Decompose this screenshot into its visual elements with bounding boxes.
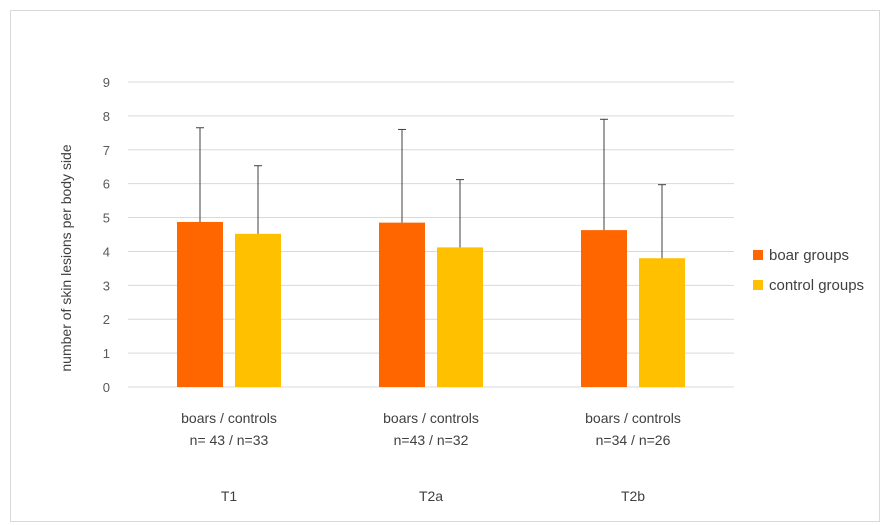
category-group-label: T1: [221, 488, 238, 504]
legend-label-boar-groups: boar groups: [769, 247, 849, 264]
bar-control-groups-2: [639, 258, 685, 387]
y-tick-label: 4: [103, 244, 110, 259]
y-tick-label: 5: [103, 211, 110, 226]
category-group-label: T2b: [621, 488, 645, 504]
axis-labels: 0 1 2 3 4 5 6 7 8 9 boars / controls n= 43 / n=33 T1…: [103, 75, 681, 504]
y-tick-label: 8: [103, 109, 110, 124]
category-label-line1: boars / controls: [181, 410, 277, 426]
legend-swatch-control-groups: [753, 280, 763, 290]
category-label-line2: n= 43 / n=33: [190, 432, 269, 448]
legend-swatch-boar-groups: [753, 250, 763, 260]
y-tick-label: 3: [103, 278, 110, 293]
bar-boar-groups-0: [177, 221, 223, 387]
legend-label-control-groups: control groups: [769, 277, 864, 294]
bar-boar-groups-1: [379, 222, 425, 387]
y-tick-label: 6: [103, 177, 110, 192]
category-label-line1: boars / controls: [383, 410, 479, 426]
y-axis-title: number of skin lesions per body side: [58, 144, 74, 371]
category-group-label: T2a: [419, 488, 443, 504]
error-bars: [196, 118, 666, 259]
grid-lines: [128, 81, 734, 388]
category-label-line2: n=43 / n=32: [394, 432, 469, 448]
bar-control-groups-1: [437, 247, 483, 387]
y-tick-label: 0: [103, 380, 110, 395]
y-tick-label: 9: [103, 75, 110, 90]
category-label-line2: n=34 / n=26: [596, 432, 671, 448]
y-tick-label: 7: [103, 143, 110, 158]
legend: boar groups control groups: [753, 247, 864, 294]
y-tick-label: 2: [103, 312, 110, 327]
bar-boar-groups-2: [581, 230, 627, 387]
bars: [177, 221, 685, 387]
y-tick-label: 1: [103, 346, 110, 361]
category-label-line1: boars / controls: [585, 410, 681, 426]
bar-control-groups-0: [235, 233, 281, 387]
